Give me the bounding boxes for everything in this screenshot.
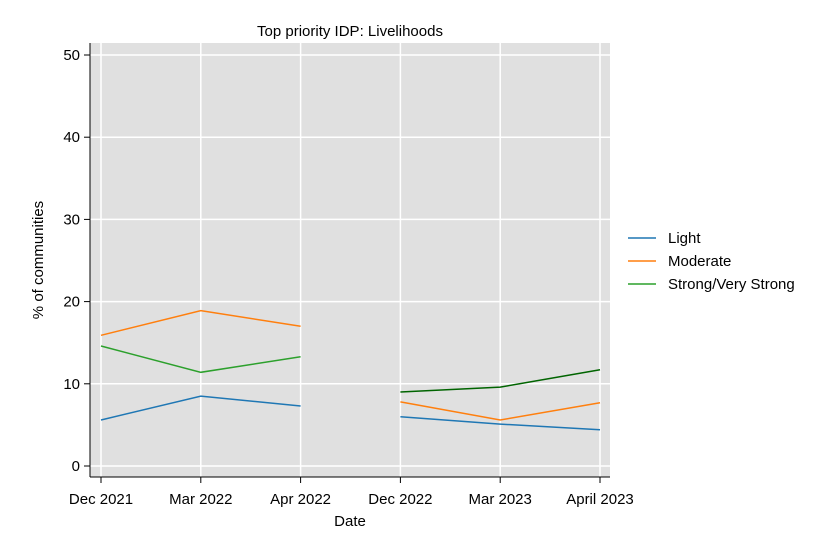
legend-label-moderate: Moderate: [668, 253, 731, 270]
y-axis-ticks: 0 10 20 30 40 50: [63, 47, 90, 475]
y-tick-label: 40: [63, 129, 80, 146]
x-tick-label: Mar 2023: [469, 491, 532, 508]
y-gridlines: [90, 54, 610, 467]
x-tick-label: Dec 2021: [69, 491, 133, 508]
y-tick-label: 30: [63, 211, 80, 228]
series-line-strong-very-strong: [400, 369, 601, 393]
series-line-strong-very-strong: [100, 345, 301, 374]
series-line-light: [400, 415, 601, 431]
x-gridlines: [100, 43, 601, 477]
x-axis-title: Date: [334, 513, 366, 530]
series-line-moderate: [100, 309, 301, 337]
x-tick-label: Mar 2022: [169, 491, 232, 508]
x-axis-ticks: Dec 2021 Mar 2022 Apr 2022 Dec 2022 Mar 2023…: [69, 477, 634, 508]
legend-label-light: Light: [668, 230, 701, 247]
y-axis-title: % of communities: [30, 201, 47, 319]
x-tick-label: April 2023: [566, 491, 634, 508]
plot-area: [90, 43, 610, 477]
series-line-light: [100, 395, 301, 421]
series-lines: [100, 309, 601, 431]
legend-label-strong-very-strong: Strong/Very Strong: [668, 276, 795, 293]
series-line-moderate: [400, 401, 601, 421]
x-tick-label: Apr 2022: [270, 491, 331, 508]
y-tick-label: 10: [63, 376, 80, 393]
y-tick-label: 50: [63, 47, 80, 64]
y-tick-label: 0: [72, 458, 80, 475]
legend: Light Moderate Strong/Very Strong: [628, 230, 795, 293]
y-tick-label: 20: [63, 294, 80, 311]
x-tick-label: Dec 2022: [368, 491, 432, 508]
chart-title: Top priority IDP: Livelihoods: [257, 23, 443, 40]
